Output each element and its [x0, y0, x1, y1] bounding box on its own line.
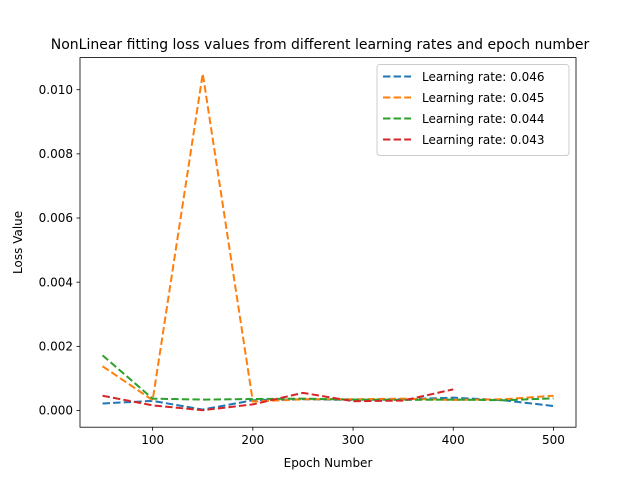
- x-tick-label: 200: [241, 433, 264, 447]
- series-line-2: [101, 354, 554, 402]
- y-axis-ticks: 0.000 0.002 0.004 0.006 0.008 0.010: [39, 83, 80, 418]
- x-tick-label: 300: [342, 433, 365, 447]
- x-axis-ticks: 100 200 300 400 500: [141, 427, 565, 447]
- legend-label: Learning rate: 0.044: [422, 112, 545, 126]
- y-tick-label: 0.002: [39, 340, 73, 354]
- legend-frame: [376, 64, 570, 156]
- y-tick-label: 0.008: [39, 147, 73, 161]
- legend-label: Learning rate: 0.043: [422, 133, 545, 147]
- plot-lines: [101, 73, 554, 412]
- y-tick-label: 0.000: [39, 404, 73, 418]
- legend-label: Learning rate: 0.045: [422, 91, 545, 105]
- y-axis-label: Loss Value: [11, 211, 25, 274]
- x-tick-label: 500: [542, 433, 565, 447]
- x-tick-label: 100: [141, 433, 164, 447]
- legend-label: Learning rate: 0.046: [422, 70, 545, 84]
- chart-legend: Learning rate: 0.046 Learning rate: 0.045…: [376, 64, 570, 156]
- series-line-3: [102, 388, 454, 412]
- y-tick-label: 0.006: [39, 211, 73, 225]
- chart-title: NonLinear fitting loss values from diffe…: [51, 37, 590, 53]
- y-tick-label: 0.004: [39, 275, 73, 289]
- plot-frame: [79, 57, 577, 428]
- y-tick-label: 0.010: [39, 83, 73, 97]
- series-line-1: [101, 73, 554, 403]
- x-tick-label: 400: [442, 433, 465, 447]
- x-axis-label: Epoch Number: [284, 456, 373, 470]
